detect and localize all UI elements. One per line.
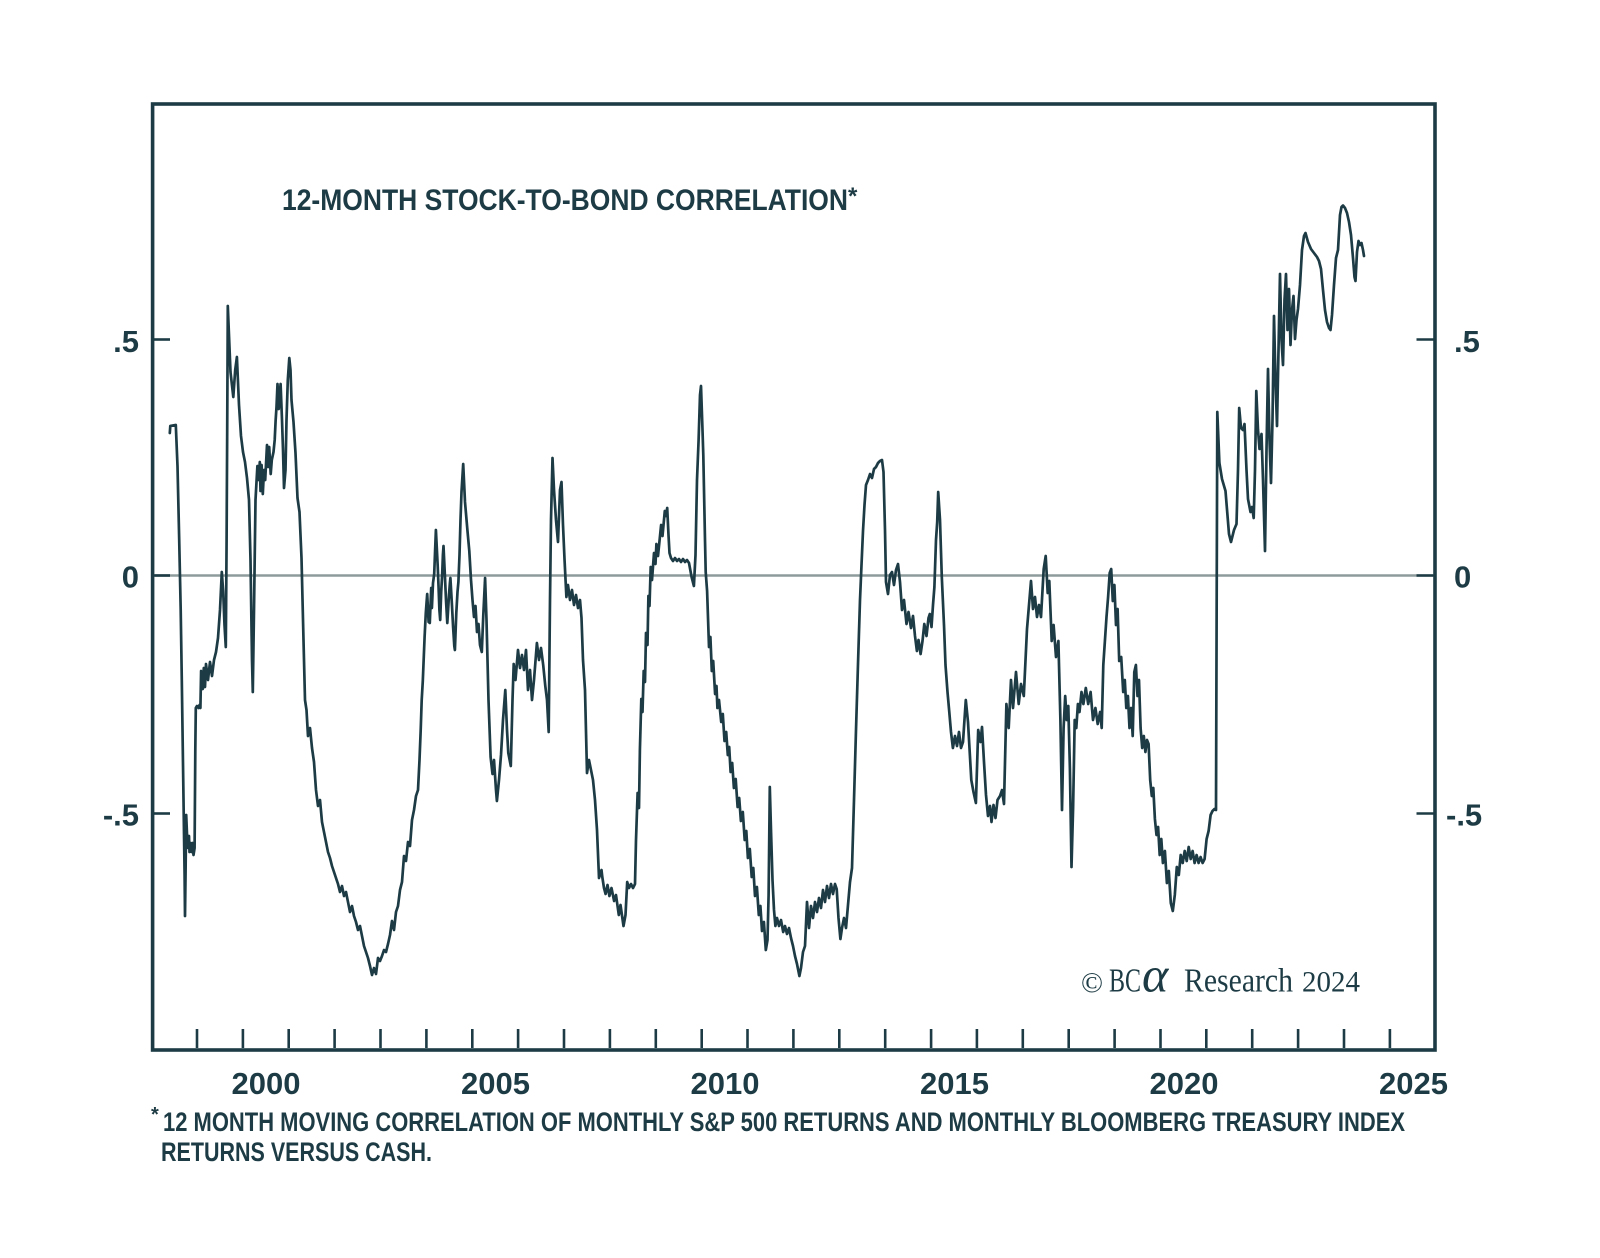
svg-text:α: α: [1142, 947, 1170, 1003]
svg-text:2000: 2000: [232, 1066, 301, 1101]
svg-text:-.5: -.5: [1446, 798, 1482, 833]
svg-text:0: 0: [122, 560, 139, 595]
svg-text:2005: 2005: [461, 1066, 530, 1101]
svg-text:*: *: [151, 1104, 159, 1126]
svg-text:12-MONTH STOCK-TO-BOND CORRELA: 12-MONTH STOCK-TO-BOND CORRELATION: [282, 184, 848, 217]
svg-text:2024: 2024: [1302, 966, 1360, 999]
svg-text:2010: 2010: [691, 1066, 760, 1101]
svg-text:2015: 2015: [920, 1066, 989, 1101]
svg-text:BC: BC: [1109, 963, 1141, 1000]
svg-text:*: *: [848, 183, 858, 210]
svg-text:Research: Research: [1184, 963, 1293, 1000]
svg-text:-.5: -.5: [103, 798, 139, 833]
svg-text:2020: 2020: [1150, 1066, 1219, 1101]
svg-text:.5: .5: [1454, 324, 1480, 359]
svg-text:RETURNS VERSUS CASH.: RETURNS VERSUS CASH.: [161, 1137, 432, 1167]
svg-text:©: ©: [1081, 967, 1103, 999]
svg-text:.5: .5: [113, 324, 139, 359]
svg-text:0: 0: [1454, 560, 1471, 595]
svg-text:12 MONTH MOVING CORRELATION OF: 12 MONTH MOVING CORRELATION OF MONTHLY S…: [163, 1107, 1405, 1137]
svg-text:2025: 2025: [1379, 1066, 1448, 1101]
